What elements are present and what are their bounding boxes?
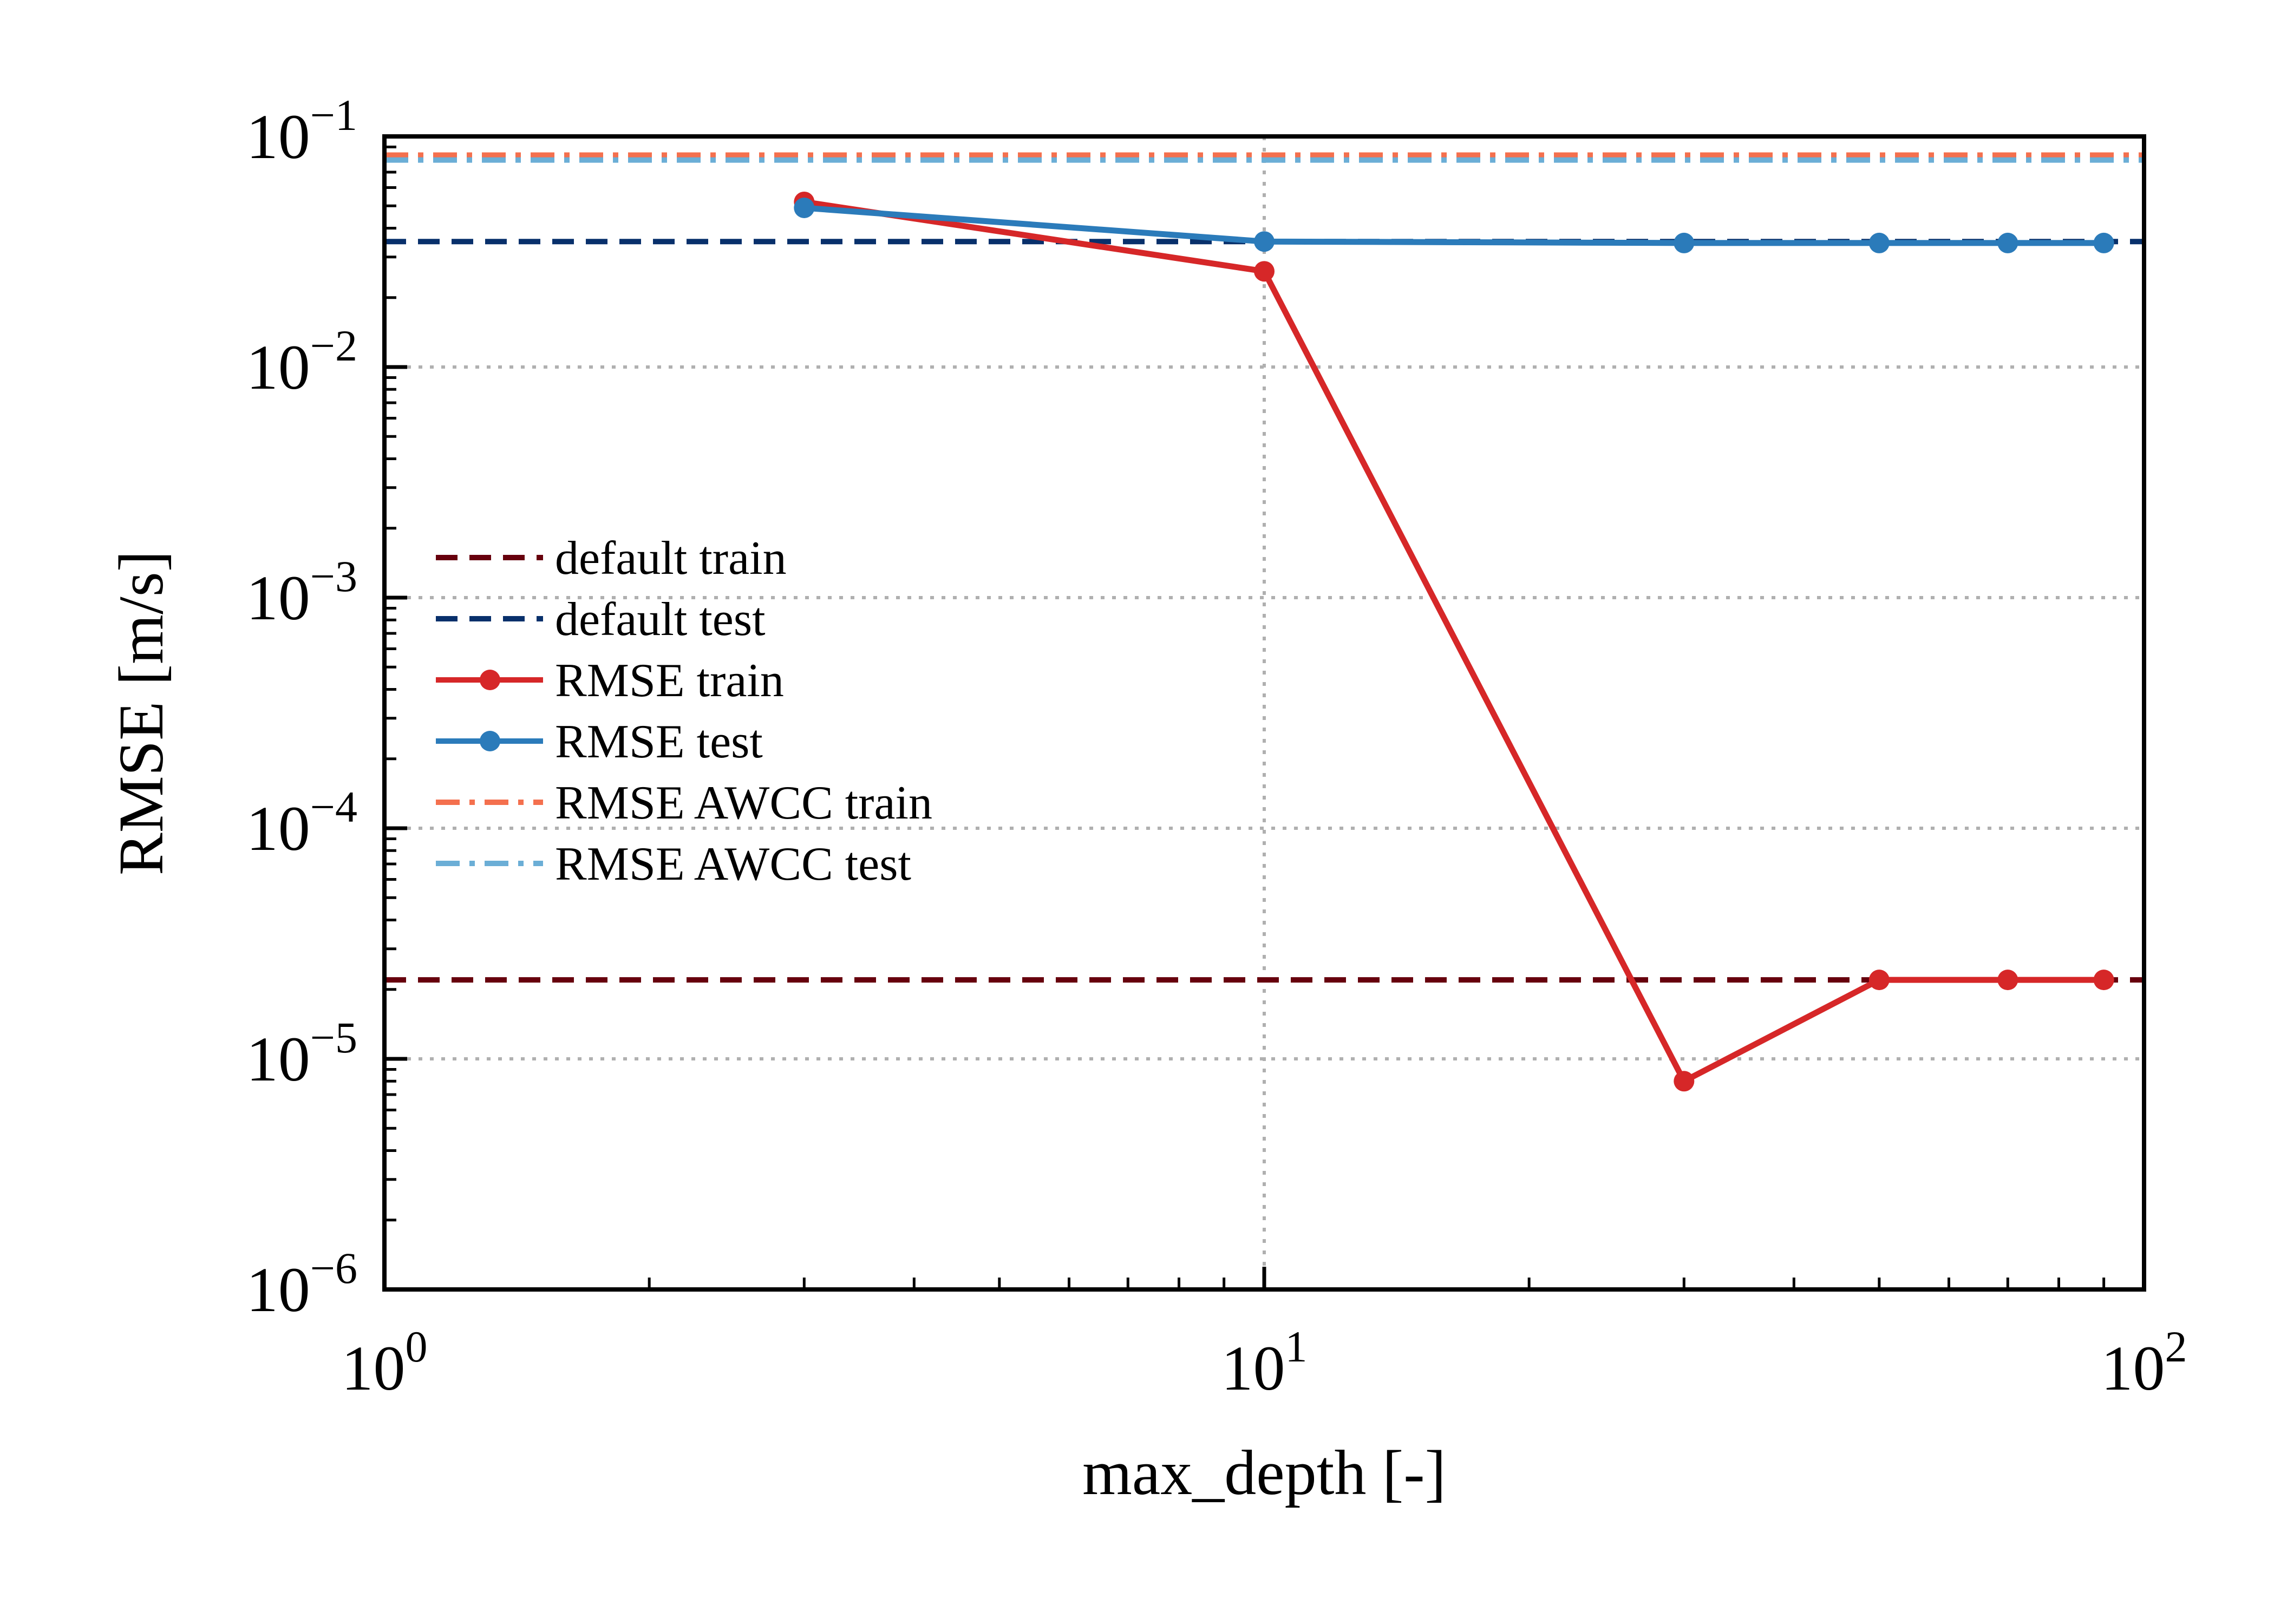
point-rmse-test [794,197,815,218]
point-rmse-test [1868,232,1890,253]
legend-label: default train [555,532,787,585]
point-rmse-train [1997,970,2018,991]
x-tick-label: 102 [2101,1322,2187,1404]
x-tick-label: 101 [1221,1322,1308,1404]
y-tick-label: 10−6 [246,1243,357,1325]
tick-labels: 100 101 102 10−6 10−5 10−4 10−3 10−2 10−1 [246,90,2187,1404]
point-rmse-train [2093,970,2114,991]
legend-label: RMSE test [555,716,763,768]
x-axis-label: max_depth [-] [1082,1437,1446,1508]
y-tick-label: 10−5 [246,1013,357,1095]
y-tick-label: 10−4 [246,782,357,864]
y-axis-label: RMSE [m/s] [106,551,177,875]
point-rmse-test [1254,231,1275,252]
legend-label: default test [555,593,766,646]
legend-label: RMSE AWCC train [555,777,932,829]
major-ticks [382,134,2146,1292]
point-rmse-test [1674,232,1695,253]
point-rmse-test [1997,232,2018,253]
legend-marker [480,670,500,690]
x-tick-label: 100 [342,1322,428,1404]
plot-series [384,152,2144,1092]
series-rmse-train [803,199,2104,1084]
legend: default train default test RMSE train RMSE … [436,532,932,890]
point-rmse-test [2093,232,2114,253]
legend-label: RMSE AWCC test [555,838,911,890]
series-rmse-test [803,205,2104,246]
y-tick-label: 10−1 [246,90,357,172]
y-tick-label: 10−2 [246,321,357,403]
legend-marker [480,731,500,751]
y-tick-label: 10−3 [246,552,357,633]
point-rmse-train [1674,1071,1695,1092]
legend-label: RMSE train [555,654,784,707]
point-rmse-train [1868,970,1890,991]
point-rmse-train [1254,261,1275,282]
